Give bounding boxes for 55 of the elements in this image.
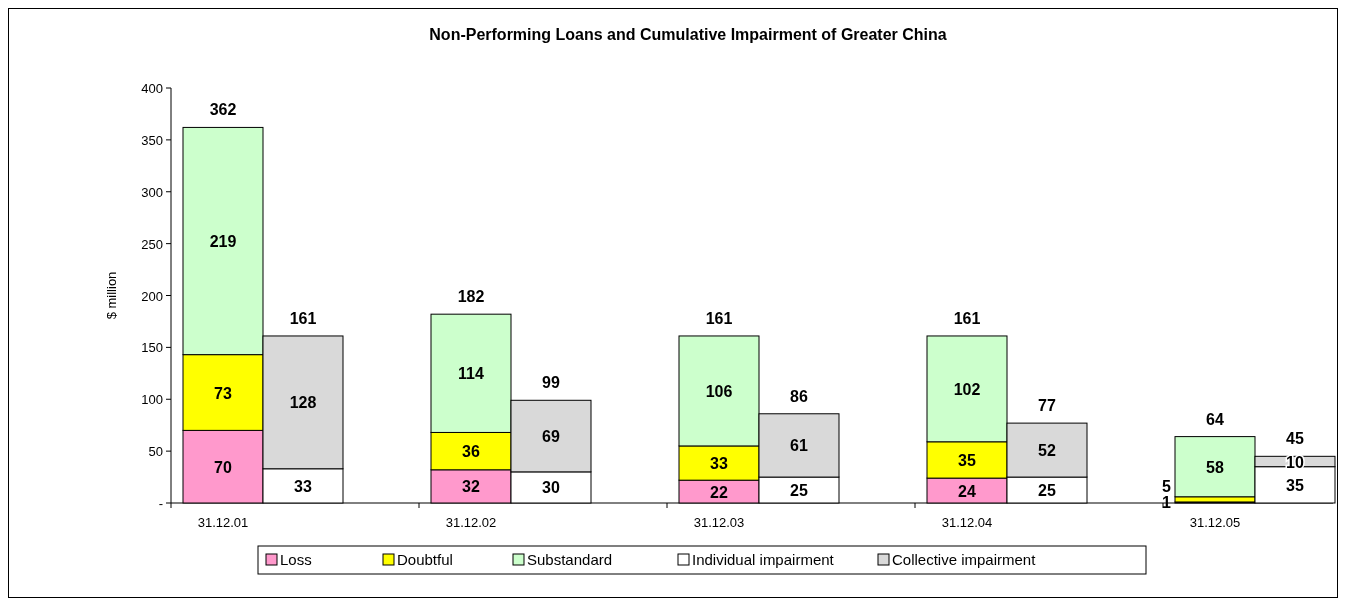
data-label: 32 [462,478,480,496]
data-label: 58 [1206,458,1224,476]
legend-label: Collective impairment [892,551,1037,568]
y-tick-label: 300 [141,184,163,200]
data-label: 33 [710,455,728,473]
data-label: 36 [462,443,480,461]
legend-label: Doubtful [397,551,453,568]
total-label: 99 [542,374,560,392]
total-label: 362 [209,101,237,119]
data-label: 33 [294,477,312,495]
legend-label: Individual impairment [692,551,835,568]
data-label: 70 [214,458,232,476]
data-label: 30 [542,479,560,497]
data-label: 69 [542,428,560,446]
data-label: 128 [289,394,317,412]
y-tick-label: 50 [148,444,163,460]
x-tick-label: 31.12.02 [445,515,497,530]
data-label: 106 [705,382,733,400]
data-label: 1 [1162,494,1172,512]
total-label: 64 [1206,410,1224,428]
data-label: 35 [1286,476,1304,494]
data-label: 61 [790,437,808,455]
x-tick-label: 31.12.04 [941,515,993,530]
y-tick-label: 250 [141,236,163,252]
total-label: 182 [457,288,485,306]
x-tick-label: 31.12.01 [197,515,249,530]
data-label: 5 [1162,478,1172,496]
y-tick-label: 100 [141,392,163,408]
data-label: 35 [958,451,976,469]
total-label: 77 [1038,397,1056,415]
total-label: 161 [953,309,981,327]
total-label: 161 [289,309,317,327]
total-label: 45 [1286,430,1304,448]
data-label: 25 [1038,482,1056,500]
y-tick-label: 200 [141,288,163,304]
x-tick-label: 31.12.03 [693,515,745,530]
y-tick-label: 400 [141,81,163,96]
y-tick-label: - [158,496,163,511]
y-tick-label: 150 [141,340,163,356]
data-label: 73 [214,384,232,402]
data-label: 25 [790,482,808,500]
total-label: 161 [705,309,733,327]
total-label: 86 [790,387,808,405]
y-axis-title: $ million [104,271,119,320]
data-label: 114 [458,365,485,383]
legend-label: Substandard [527,551,613,568]
data-label: 22 [710,483,728,501]
chart-title: Non-Performing Loans and Cumulative Impairment of Greater China [429,26,947,43]
data-label: 102 [953,380,981,398]
legend-label: Loss [280,551,312,568]
data-label: 24 [958,482,976,500]
y-tick-label: 350 [141,132,163,148]
data-label: 219 [209,233,237,251]
x-tick-label: 31.12.05 [1189,515,1241,530]
data-label: 52 [1038,442,1056,460]
